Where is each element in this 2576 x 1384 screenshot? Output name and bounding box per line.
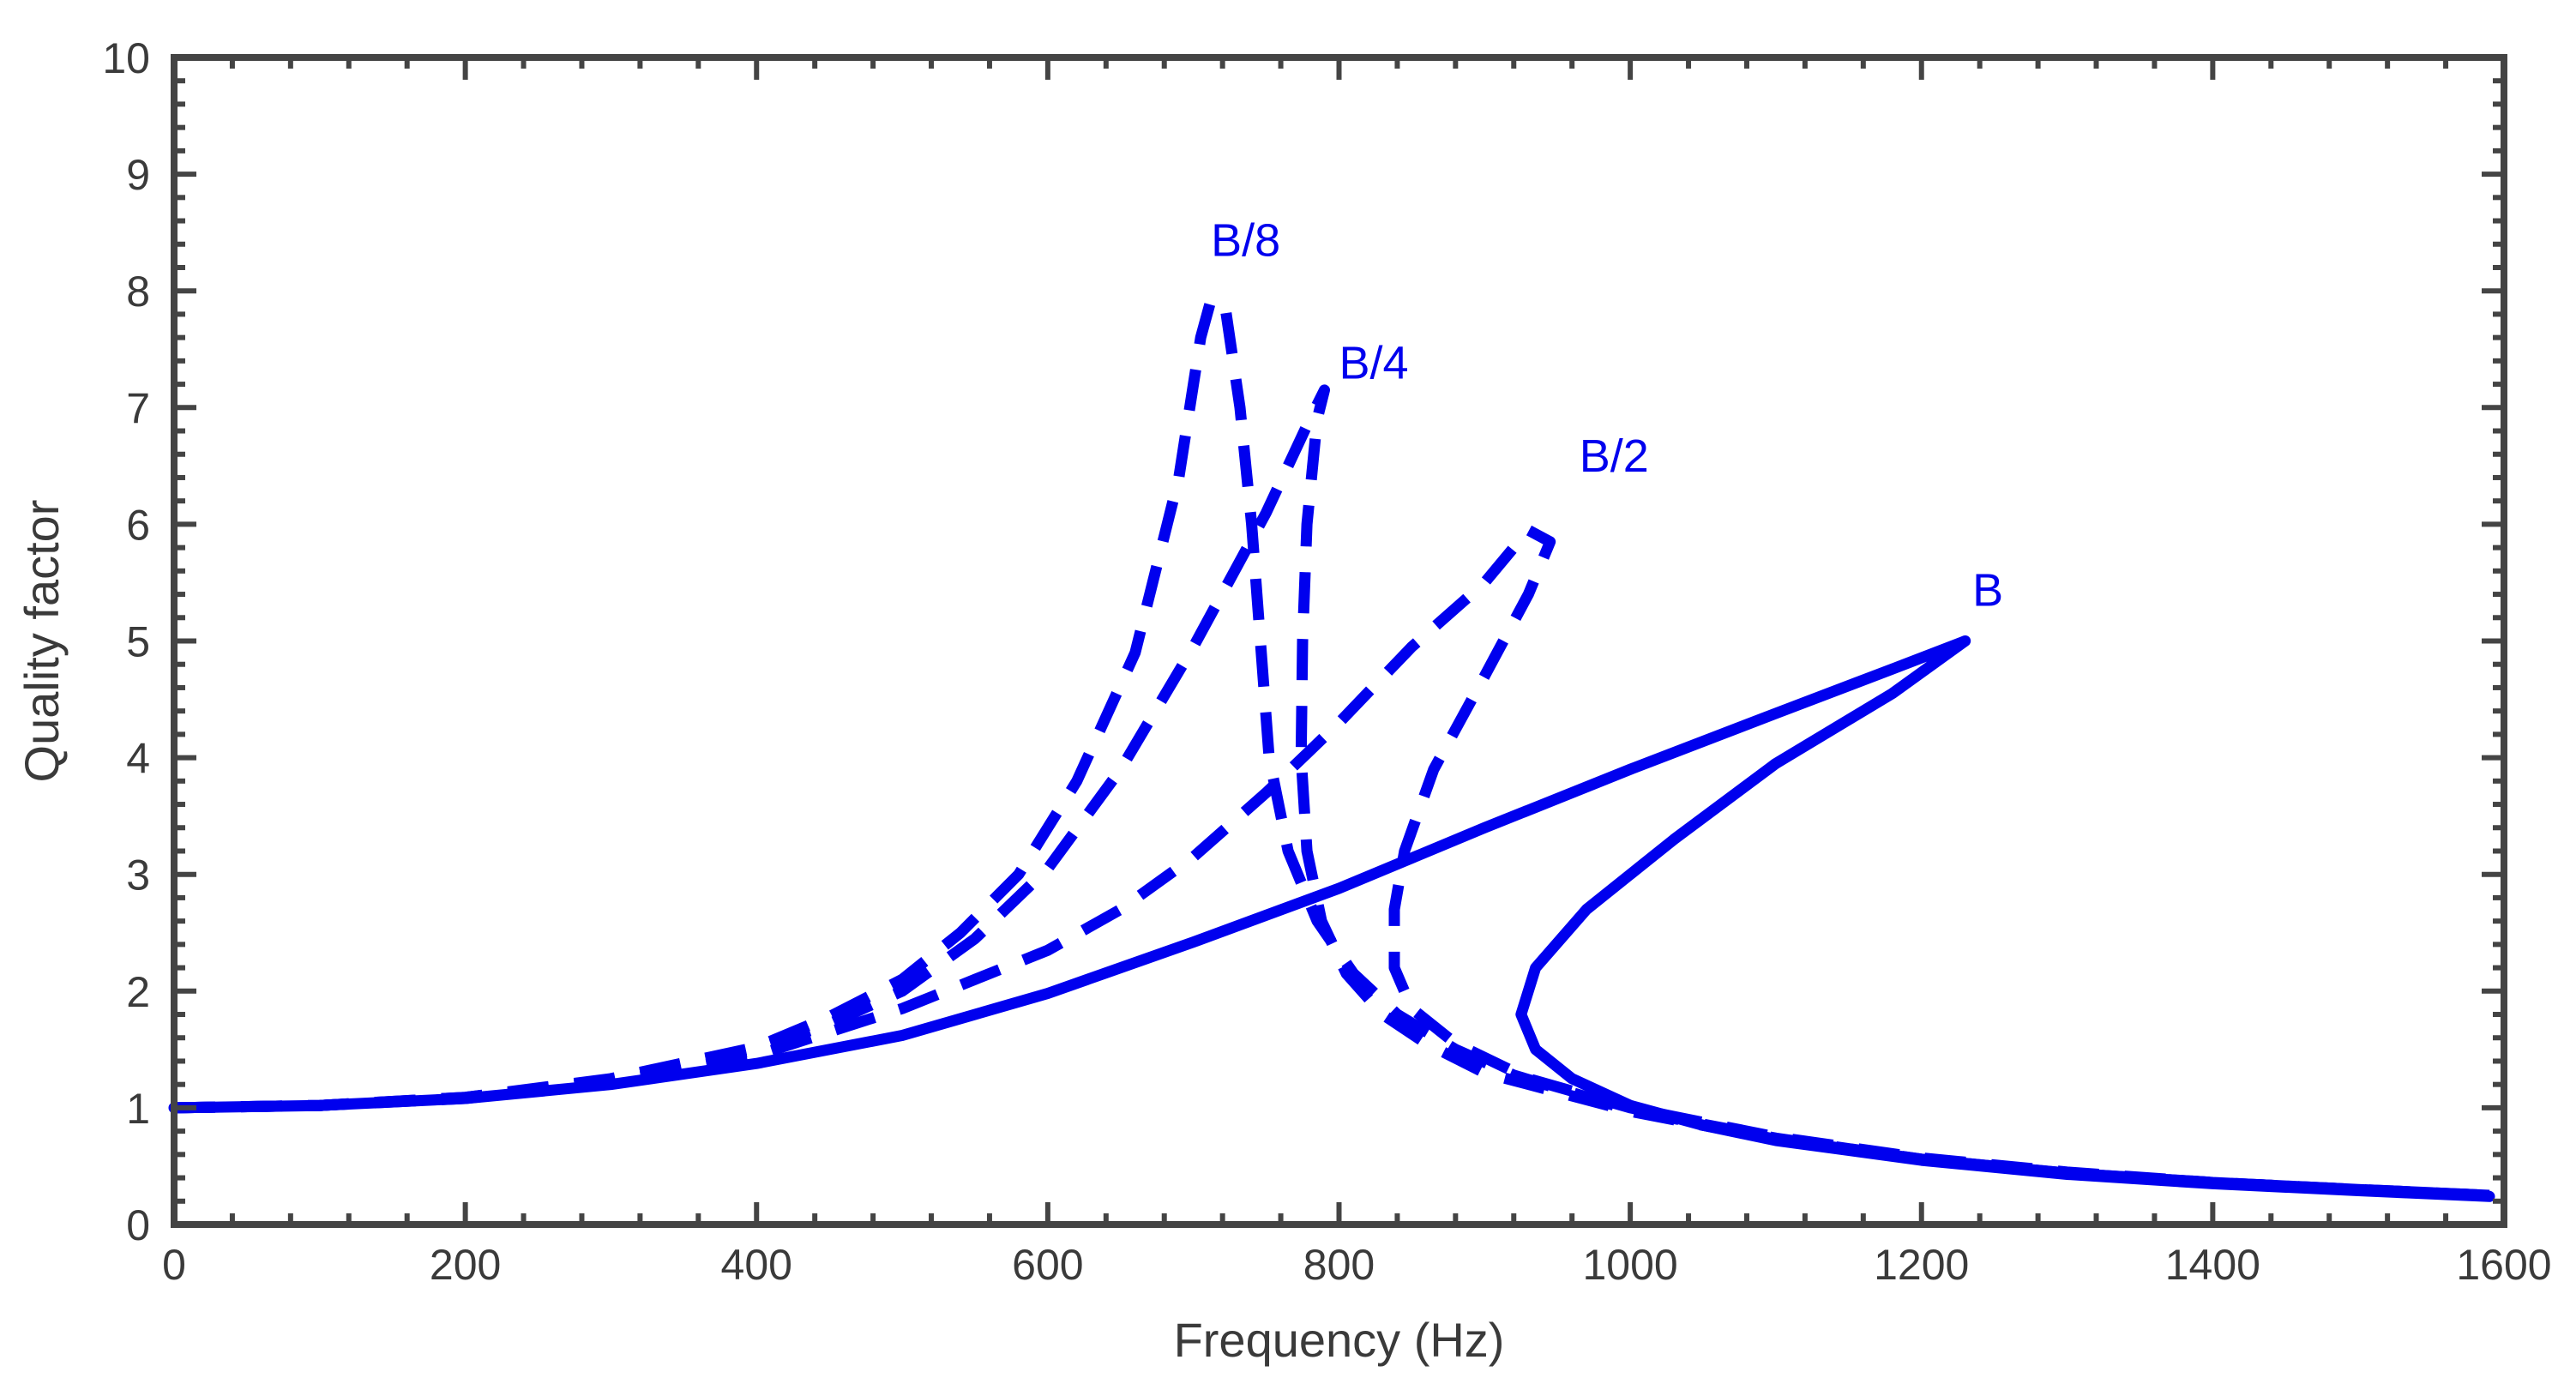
y-tick-label: 10 <box>102 34 150 82</box>
curve-b <box>168 635 2495 1202</box>
y-tick-label: 9 <box>126 151 150 199</box>
plot-frame <box>171 54 2507 1228</box>
y-tick-label: 3 <box>126 851 150 900</box>
curve-label-b-4: B/4 <box>1339 337 1409 388</box>
curve-label-b: B <box>1972 565 2003 617</box>
y-tick-label: 0 <box>126 1201 150 1249</box>
y-tick-label: 6 <box>126 501 150 549</box>
curves-layer <box>168 294 2495 1202</box>
x-tick-label: 600 <box>1012 1241 1083 1289</box>
x-tick-label: 0 <box>162 1241 186 1289</box>
x-tick-label: 800 <box>1303 1241 1375 1289</box>
ticks-layer <box>172 55 2507 1227</box>
curve-labels-layer: B B/2 B/4 B/8 <box>1211 214 2003 616</box>
x-tick-label: 1000 <box>1583 1241 1678 1289</box>
y-tick-label: 4 <box>126 735 150 783</box>
x-axis-title: Frequency (Hz) <box>1174 1313 1505 1367</box>
tick-labels-layer: 0 200 400 600 800 1000 1200 1400 1600 0 1 2 3 4 5 6 7 8 9 1… <box>102 34 2551 1289</box>
x-tick-label: 1200 <box>1874 1241 1969 1289</box>
y-tick-label: 8 <box>126 268 150 316</box>
curve-label-b-2: B/2 <box>1580 430 1649 482</box>
x-tick-label: 1400 <box>2165 1241 2260 1289</box>
curve-b-8 <box>173 294 2490 1201</box>
y-tick-label: 2 <box>126 968 150 1016</box>
y-tick-label: 5 <box>126 618 150 666</box>
y-tick-label: 7 <box>126 384 150 432</box>
x-tick-label: 1600 <box>2456 1241 2551 1289</box>
x-tick-label: 200 <box>430 1241 501 1289</box>
y-tick-label: 1 <box>126 1085 150 1133</box>
curve-b-4 <box>173 384 2490 1201</box>
y-axis-title: Quality factor <box>15 500 69 783</box>
x-tick-label: 400 <box>721 1241 792 1289</box>
curve-b-2 <box>173 524 2490 1201</box>
curve-label-b-8: B/8 <box>1211 214 1280 266</box>
